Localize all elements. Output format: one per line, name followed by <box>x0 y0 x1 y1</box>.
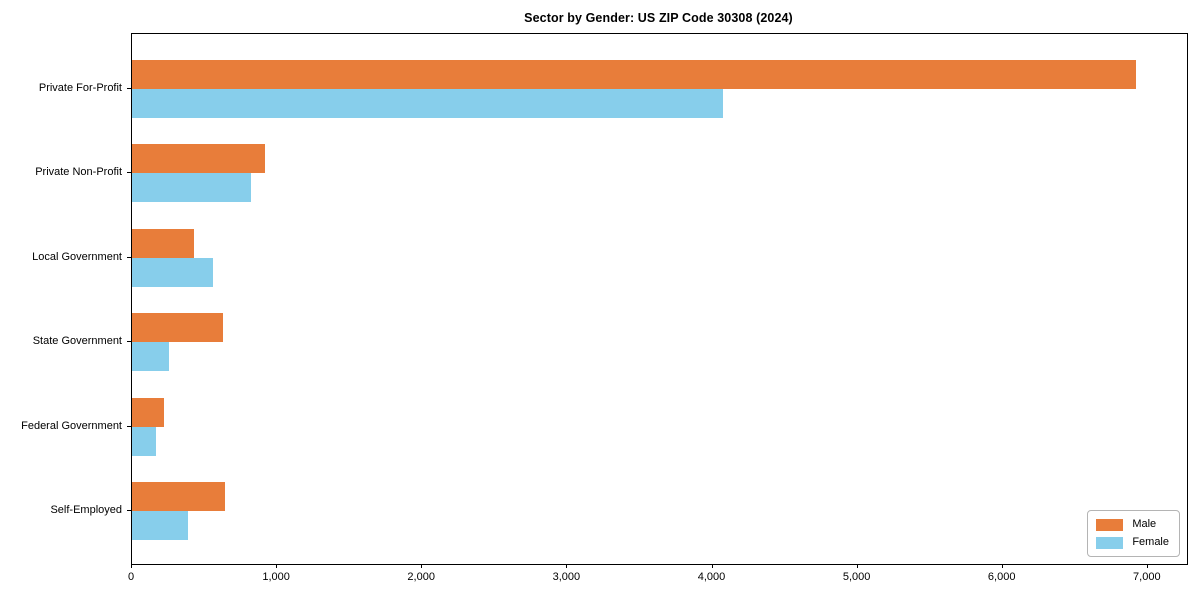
y-tick-mark <box>127 341 131 343</box>
x-tick-mark <box>131 564 132 568</box>
female-bar <box>132 89 723 118</box>
y-tick-mark <box>127 256 131 258</box>
y-tick-mark <box>127 425 131 427</box>
x-tick-mark <box>711 564 713 568</box>
x-tick-label: 4,000 <box>697 571 726 583</box>
x-tick-label: 5,000 <box>842 571 871 583</box>
legend-item-male: Male <box>1096 518 1169 531</box>
male-bar <box>132 144 265 174</box>
male-bar <box>132 60 1137 89</box>
x-tick-label: 3,000 <box>552 571 581 583</box>
plot-area <box>131 33 1188 565</box>
female-bar <box>132 257 214 287</box>
x-tick-label: 6,000 <box>987 571 1016 583</box>
female-bar <box>132 342 169 372</box>
legend-swatch-female <box>1096 536 1124 549</box>
y-tick-mark <box>127 510 131 511</box>
x-tick-mark <box>276 564 278 568</box>
y-tick-mark <box>127 88 131 89</box>
legend-item-female: Female <box>1096 536 1169 549</box>
legend-label-female: Female <box>1132 536 1169 548</box>
x-tick-label: 1,000 <box>262 571 290 583</box>
category-label: Private For-Profit <box>38 82 122 94</box>
male-bar <box>132 397 164 427</box>
category-label: State Government <box>32 335 122 348</box>
category-label: Self-Employed <box>50 504 122 516</box>
x-tick-mark <box>1146 564 1148 568</box>
legend-swatch-male <box>1096 518 1124 531</box>
male-bar <box>132 313 224 343</box>
category-label: Federal Government <box>21 419 122 432</box>
y-tick-mark <box>127 172 131 174</box>
x-tick-mark <box>856 564 858 568</box>
category-label: Local Government <box>32 250 122 263</box>
x-tick-mark <box>421 564 423 568</box>
female-bar <box>132 173 251 203</box>
female-bar <box>132 426 156 456</box>
x-tick-label: 7,000 <box>1133 571 1161 583</box>
category-label: Private Non-Profit <box>35 166 122 179</box>
x-tick-label: 2,000 <box>407 571 435 583</box>
female-bar <box>132 511 188 540</box>
x-tick-label: 0 <box>127 571 135 583</box>
x-tick-mark <box>1001 564 1003 568</box>
male-bar <box>132 482 225 511</box>
male-bar <box>132 228 195 258</box>
legend: Male Female <box>1087 510 1180 557</box>
x-tick-mark <box>566 564 568 568</box>
chart-title: Sector by Gender: US ZIP Code 30308 (202… <box>524 11 793 25</box>
legend-label-male: Male <box>1132 518 1157 530</box>
